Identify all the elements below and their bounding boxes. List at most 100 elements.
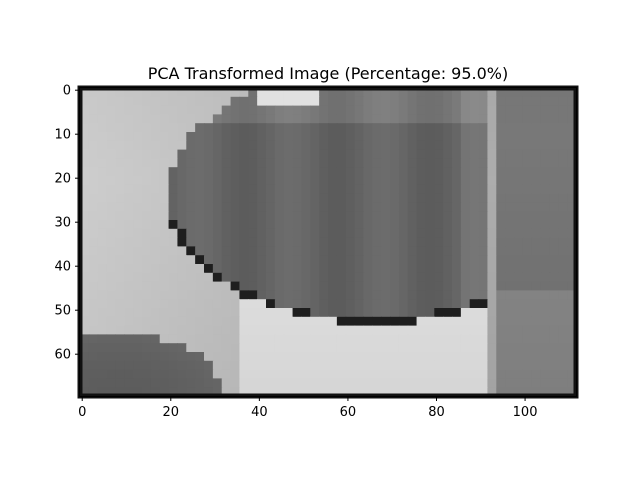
heatmap-cell xyxy=(212,96,223,107)
heatmap-cell xyxy=(301,114,311,124)
heatmap-cell xyxy=(266,352,276,362)
heatmap-cell xyxy=(177,158,187,168)
heatmap-cell xyxy=(496,149,506,159)
heatmap-cell xyxy=(97,176,108,186)
heatmap-cell xyxy=(443,176,453,186)
heatmap-cell xyxy=(115,343,125,353)
heatmap-cell xyxy=(328,325,338,335)
heatmap-cell xyxy=(505,369,515,379)
heatmap-cell xyxy=(425,272,435,283)
heatmap-cell xyxy=(328,369,338,379)
heatmap-cell xyxy=(177,352,187,362)
heatmap-cell xyxy=(469,228,480,239)
heatmap-cell xyxy=(452,325,462,335)
heatmap-cell xyxy=(354,334,365,344)
heatmap-cell xyxy=(292,202,303,212)
heatmap-cell xyxy=(452,255,462,265)
heatmap-cell xyxy=(567,202,577,212)
heatmap-cell xyxy=(248,158,258,168)
heatmap-cell xyxy=(266,176,276,186)
heatmap-cell xyxy=(540,228,551,239)
heatmap-cell xyxy=(549,255,559,265)
heatmap-cell xyxy=(381,193,391,203)
heatmap-cell xyxy=(328,176,338,186)
heatmap-cell xyxy=(310,308,320,318)
heatmap-cell xyxy=(425,211,435,221)
heatmap-cell xyxy=(336,140,347,151)
heatmap-cell xyxy=(195,316,205,327)
heatmap-cell xyxy=(372,299,382,309)
heatmap-cell xyxy=(177,281,187,291)
heatmap-cell xyxy=(443,369,453,379)
heatmap-cell xyxy=(469,158,480,168)
heatmap-cell xyxy=(487,193,497,203)
heatmap-cell xyxy=(328,193,338,203)
heatmap-cell xyxy=(150,123,161,133)
heatmap-cell xyxy=(274,308,285,318)
heatmap-cell xyxy=(283,96,294,107)
heatmap-cell xyxy=(195,387,205,397)
heatmap-cell xyxy=(478,167,489,177)
heatmap-cell xyxy=(186,228,196,239)
heatmap-cell xyxy=(496,237,506,247)
heatmap-cell xyxy=(390,369,400,379)
heatmap-cell xyxy=(106,316,117,327)
heatmap-cell xyxy=(540,105,551,115)
heatmap-cell xyxy=(398,369,409,379)
heatmap-cell xyxy=(567,299,577,309)
heatmap-cell xyxy=(407,264,418,274)
heatmap-cell xyxy=(301,96,311,107)
heatmap-cell xyxy=(248,167,258,177)
heatmap-cell xyxy=(239,378,249,388)
heatmap-cell xyxy=(133,308,143,318)
heatmap-cell xyxy=(248,255,258,265)
heatmap-cell xyxy=(514,299,524,309)
heatmap-cell xyxy=(212,105,223,115)
heatmap-cell xyxy=(168,378,179,388)
heatmap-cell xyxy=(239,193,249,203)
heatmap-cell xyxy=(540,334,551,344)
heatmap-cell xyxy=(434,308,444,318)
heatmap-cell xyxy=(266,308,276,318)
heatmap-cell xyxy=(230,158,241,168)
heatmap-cell xyxy=(266,272,276,283)
heatmap-cell xyxy=(150,246,161,256)
heatmap-cell xyxy=(142,220,152,230)
heatmap-cell xyxy=(372,387,382,397)
heatmap-cell xyxy=(398,352,409,362)
heatmap-cell xyxy=(230,140,241,151)
heatmap-cell xyxy=(115,290,125,300)
heatmap-cell xyxy=(97,96,108,107)
heatmap-cell xyxy=(398,255,409,265)
heatmap-cell xyxy=(381,228,391,239)
heatmap-cell xyxy=(558,184,568,195)
heatmap-cell xyxy=(443,220,453,230)
heatmap-cell xyxy=(239,343,249,353)
heatmap-cell xyxy=(487,378,497,388)
heatmap-cell xyxy=(549,316,559,327)
heatmap-cell xyxy=(257,140,267,151)
heatmap-cell xyxy=(133,211,143,221)
heatmap-cell xyxy=(106,149,117,159)
heatmap-cell xyxy=(257,184,267,195)
heatmap-cell xyxy=(416,272,427,283)
heatmap-cell xyxy=(301,264,311,274)
heatmap-cell xyxy=(212,352,223,362)
heatmap-cell xyxy=(186,378,196,388)
heatmap-cell xyxy=(407,123,418,133)
heatmap-cell xyxy=(567,378,577,388)
heatmap-cell xyxy=(212,88,223,98)
heatmap-cell xyxy=(496,228,506,239)
heatmap-cell xyxy=(80,290,90,300)
heatmap-cell xyxy=(115,378,125,388)
heatmap-cell xyxy=(257,343,267,353)
heatmap-cell xyxy=(398,264,409,274)
heatmap-cell xyxy=(496,193,506,203)
heatmap-cell xyxy=(186,158,196,168)
heatmap-cell xyxy=(319,299,329,309)
heatmap-cell xyxy=(319,281,329,291)
heatmap-cell xyxy=(221,158,232,168)
heatmap-cell xyxy=(195,149,205,159)
heatmap-cell xyxy=(540,176,551,186)
heatmap-cell xyxy=(354,299,365,309)
